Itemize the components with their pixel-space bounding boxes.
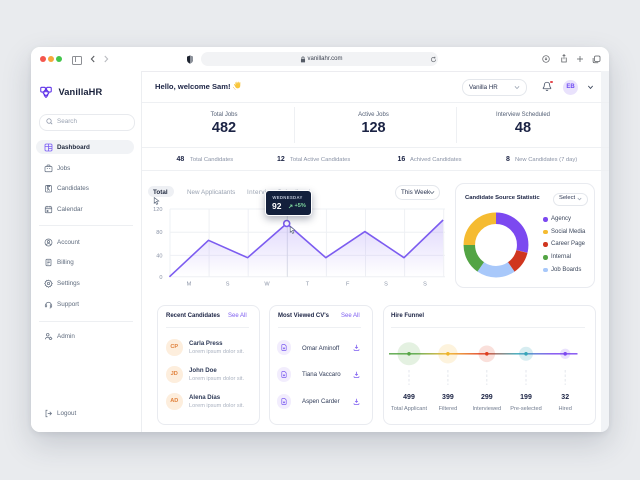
svg-text:F: F bbox=[346, 282, 350, 288]
svg-text:0: 0 bbox=[159, 275, 162, 281]
svg-text:40: 40 bbox=[156, 253, 162, 259]
svg-text:199: 199 bbox=[520, 394, 532, 401]
svg-text:S: S bbox=[384, 282, 388, 288]
svg-text:M: M bbox=[187, 282, 192, 288]
svg-text:299: 299 bbox=[480, 394, 492, 401]
svg-text:S: S bbox=[423, 282, 427, 288]
svg-text:120: 120 bbox=[153, 207, 162, 213]
svg-text:499: 499 bbox=[403, 394, 415, 401]
svg-text:Total Applicant: Total Applicant bbox=[390, 406, 427, 412]
svg-text:S: S bbox=[226, 282, 230, 288]
svg-text:Interviewed: Interviewed bbox=[472, 406, 501, 412]
svg-text:80: 80 bbox=[156, 230, 162, 236]
svg-text:Filtered: Filtered bbox=[438, 406, 457, 412]
svg-text:32: 32 bbox=[561, 394, 569, 401]
svg-text:W: W bbox=[264, 282, 270, 288]
svg-text:Hired: Hired bbox=[558, 406, 571, 412]
svg-text:Pre-selected: Pre-selected bbox=[510, 406, 541, 412]
svg-text:T: T bbox=[306, 282, 310, 288]
svg-text:399: 399 bbox=[442, 394, 454, 401]
